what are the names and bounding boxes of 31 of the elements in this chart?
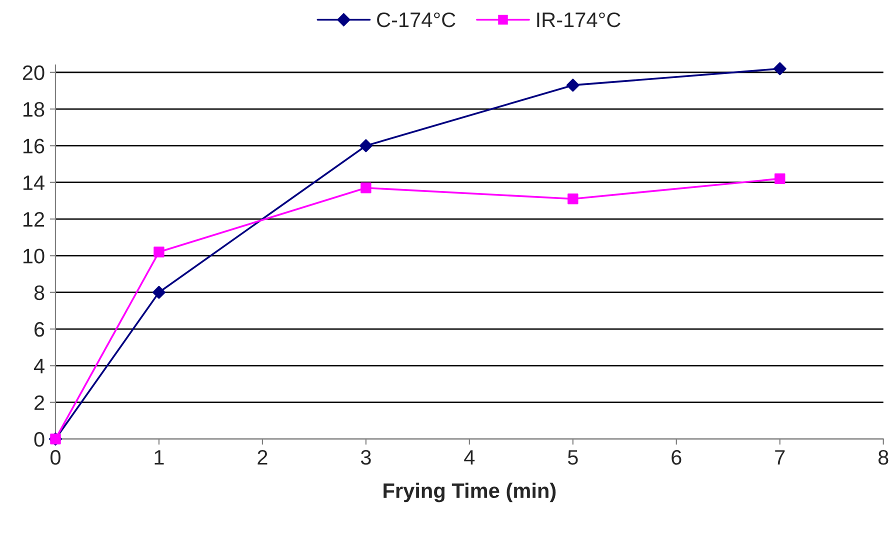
point — [568, 194, 578, 204]
y-tick-label: 6 — [34, 322, 44, 337]
y-tick-label: 20 — [22, 65, 44, 80]
y-tick-label: 0 — [34, 432, 44, 447]
point — [774, 173, 786, 184]
x-tick-label: 0 — [50, 450, 60, 465]
x-tick-label: 5 — [568, 450, 578, 465]
point — [154, 246, 164, 258]
point — [566, 78, 580, 92]
y-tick-label: 16 — [23, 138, 44, 154]
legend-label: C-174°C — [377, 12, 456, 28]
y-tick-label: 18 — [23, 102, 44, 117]
x-tick-label: 4 — [464, 450, 475, 465]
y-tick-label: 12 — [23, 212, 44, 227]
y-tick-label: 2 — [34, 395, 44, 410]
y-tick-label: 10 — [23, 248, 44, 264]
point — [773, 62, 786, 76]
y-tick-label: 4 — [34, 358, 44, 374]
x-tick-label: 6 — [672, 450, 682, 465]
x-tick-label: 1 — [154, 450, 164, 465]
legend-label: IR-174°C — [537, 12, 620, 28]
point — [359, 139, 372, 152]
x-tick-label: 3 — [360, 450, 371, 465]
y-tick-label: 8 — [34, 285, 44, 300]
x-axis-title: Frying Time (min) — [384, 482, 556, 502]
point — [152, 286, 166, 299]
point — [360, 182, 372, 194]
y-tick-label: 14 — [23, 176, 44, 190]
x-tick-label: 8 — [878, 450, 888, 465]
x-tick-label: 7 — [775, 450, 785, 465]
x-tick-label: 2 — [258, 450, 268, 465]
